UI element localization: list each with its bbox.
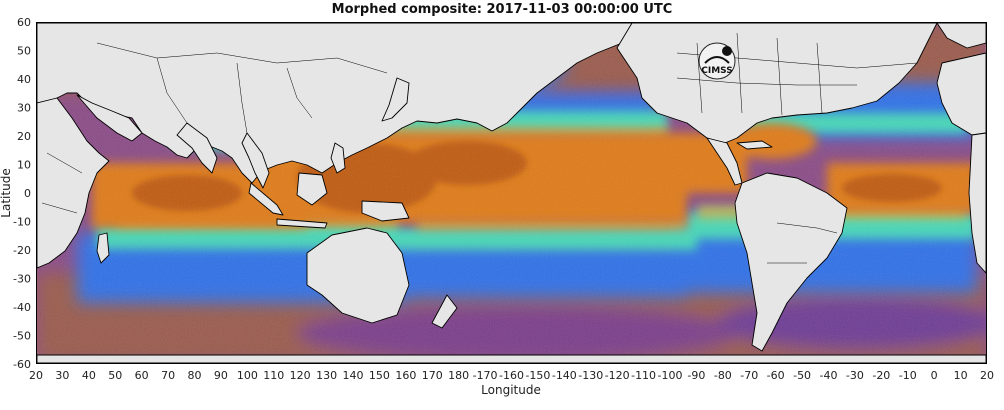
land-philippines: [330, 142, 346, 174]
y-tick-label: -10: [13, 216, 31, 229]
land-borneo: [296, 172, 328, 206]
x-tick-label: 140: [343, 369, 364, 382]
y-tick-label: 60: [17, 16, 31, 29]
political-borders: [41, 32, 918, 264]
x-tick-label: -60: [767, 369, 785, 382]
y-tick-label: -20: [13, 244, 31, 257]
x-tick-label: 170: [422, 369, 443, 382]
y-tick-labels: 60 50 40 30 20 10 0 -10 -20 -30 -40 -50 -60: [13, 16, 31, 371]
x-tick-label: -70: [740, 369, 758, 382]
y-axis-label: Latitude: [0, 168, 13, 217]
x-tick-label: 70: [161, 369, 175, 382]
x-tick-label: 60: [135, 369, 149, 382]
y-tick-label: -30: [13, 273, 31, 286]
land-java: [276, 218, 328, 229]
land-japan: [381, 77, 410, 122]
x-tick-label: 40: [82, 369, 96, 382]
land-sumatra: [248, 182, 284, 216]
land-madagascar: [96, 232, 110, 264]
land-central-america: [706, 137, 743, 186]
x-tick-label: 30: [55, 369, 69, 382]
x-tick-label: -30: [846, 369, 864, 382]
land-masses: [37, 23, 986, 363]
y-tick-label: -60: [13, 358, 31, 371]
y-tick-label: 30: [17, 102, 31, 115]
x-tick-label: -90: [687, 369, 705, 382]
x-tick-label: -130: [578, 369, 603, 382]
land-africa-east-edge: [968, 132, 986, 274]
y-tick-label: -50: [13, 330, 31, 343]
x-tick-label: 120: [290, 369, 311, 382]
x-tick-label: 110: [263, 369, 284, 382]
x-axis-label: Longitude: [481, 383, 541, 397]
y-tick-label: 40: [17, 73, 31, 86]
land-europe-east-edge: [936, 52, 986, 136]
x-tick-label: 20: [980, 369, 994, 382]
land-cuba: [736, 140, 773, 150]
x-tick-label: 130: [316, 369, 337, 382]
land-australia: [306, 227, 410, 324]
land-greenland: [936, 23, 986, 49]
y-tick-label: 20: [17, 130, 31, 143]
x-tick-label: -10: [899, 369, 917, 382]
x-tick-label: -50: [793, 369, 811, 382]
cimss-logo: CIMSS: [698, 42, 736, 80]
y-tick-label: 50: [17, 45, 31, 58]
precipitable-water-map: CIMSS: [36, 22, 987, 364]
x-tick-label: -80: [714, 369, 732, 382]
x-tick-label: -100: [658, 369, 683, 382]
land-new-guinea: [361, 200, 410, 222]
map-title: Morphed composite: 2017-11-03 00:00:00 U…: [331, 2, 673, 17]
x-tick-label: -120: [605, 369, 630, 382]
x-tick-label: -150: [525, 369, 550, 382]
x-tick-label: 180: [448, 369, 469, 382]
x-tick-label: 80: [188, 369, 202, 382]
map-canvas: CIMSS: [37, 23, 986, 363]
land-india: [176, 122, 218, 174]
logo-text: CIMSS: [701, 66, 732, 76]
x-tick-label: -170: [473, 369, 498, 382]
land-indochina: [241, 132, 270, 189]
land-arabia: [76, 94, 143, 142]
x-tick-label: -20: [872, 369, 890, 382]
y-tick-label: -40: [13, 301, 31, 314]
x-tick-label: -40: [820, 369, 838, 382]
land-africa: [37, 97, 110, 269]
x-tick-label: 0: [931, 369, 938, 382]
x-tick-label: -110: [631, 369, 656, 382]
x-tick-label: 160: [395, 369, 416, 382]
x-tick-label: 150: [369, 369, 390, 382]
x-tick-label: 90: [214, 369, 228, 382]
x-tick-label: 100: [237, 369, 258, 382]
x-tick-label: 50: [108, 369, 122, 382]
land-north-america: [616, 23, 938, 144]
y-tick-label: 0: [24, 187, 31, 200]
x-tick-labels: 20 30 40 50 60 70 80 90 100 110 120 130 140 150 160 170…: [29, 369, 994, 382]
x-tick-label: -160: [499, 369, 524, 382]
land-antarctica-edge: [37, 354, 986, 363]
land-south-america: [734, 172, 848, 352]
x-tick-label: 20: [29, 369, 43, 382]
y-tick-label: 10: [17, 159, 31, 172]
x-tick-label: -140: [552, 369, 577, 382]
x-tick-label: 10: [954, 369, 968, 382]
land-new-zealand: [431, 294, 458, 329]
